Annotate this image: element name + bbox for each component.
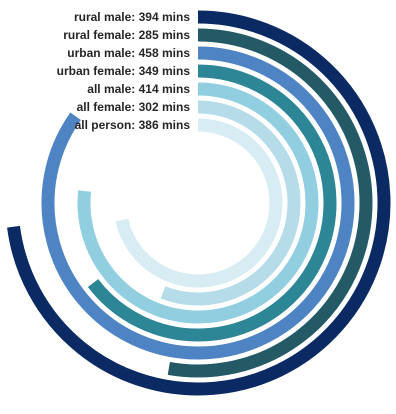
label-rural-female: rural female: 285 mins xyxy=(63,28,190,42)
label-all-female: all female: 302 mins xyxy=(77,100,191,114)
label-layer: rural male: 394 mins rural female: 285 mi… xyxy=(57,10,191,132)
label-urban-male: urban male: 458 mins xyxy=(67,46,190,60)
label-rural-male: rural male: 394 mins xyxy=(74,10,190,24)
label-all-person: all person: 386 mins xyxy=(75,118,191,132)
arc-layer xyxy=(7,10,391,396)
label-all-male: all male: 414 mins xyxy=(87,82,190,96)
label-urban-female: urban female: 349 mins xyxy=(57,64,191,78)
arc-urban-female xyxy=(87,64,337,342)
arc-rural-female xyxy=(167,28,373,378)
arc-all-male xyxy=(77,82,319,324)
arc-all-female xyxy=(160,100,301,306)
arc-all-person xyxy=(115,118,283,288)
arc-urban-male xyxy=(41,46,355,360)
arc-rural-male xyxy=(7,10,391,396)
